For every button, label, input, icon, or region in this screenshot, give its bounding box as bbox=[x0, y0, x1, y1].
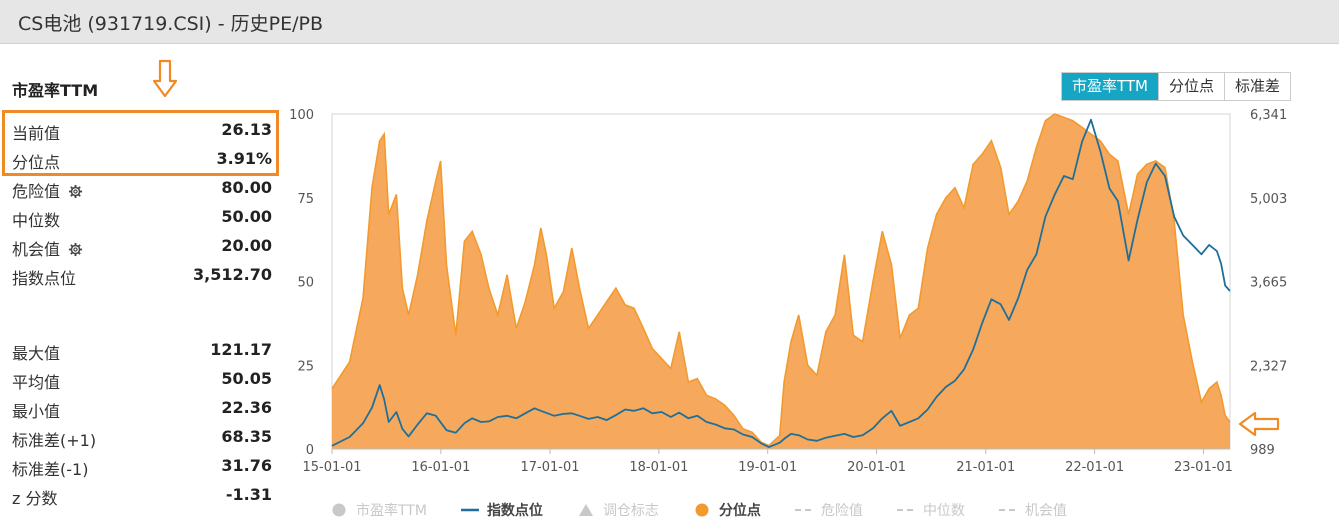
stat-row: 标准差(-1) 31.76 bbox=[12, 452, 272, 481]
legend-item-5[interactable]: 中位数 bbox=[896, 500, 965, 520]
stat-label: 机会值 bbox=[12, 236, 83, 260]
arrow-down-icon bbox=[152, 59, 178, 98]
legend-marker bbox=[332, 503, 346, 517]
stat-label: 指数点位 bbox=[12, 269, 77, 288]
stat-label: 最小值 bbox=[12, 402, 61, 421]
stat-row: 最大值 121.17 bbox=[12, 336, 272, 365]
stat-value: 80.00 bbox=[221, 178, 272, 197]
stat-row: 最小值 22.36 bbox=[12, 394, 272, 423]
stat-label: 中位数 bbox=[12, 211, 61, 230]
stat-value: -1.31 bbox=[225, 485, 272, 504]
stat-label: 分位点 bbox=[12, 153, 61, 172]
stat-value: 3,512.70 bbox=[193, 265, 272, 284]
y-right-tick: 3,665 bbox=[1250, 276, 1287, 291]
stat-row: 指数点位 3,512.70 bbox=[12, 261, 272, 290]
stat-row: 危险值 80.00 bbox=[12, 174, 272, 203]
stat-label: 标准差(+1) bbox=[12, 431, 97, 450]
legend-marker bbox=[695, 503, 709, 517]
legend-item-1[interactable]: 指数点位 bbox=[460, 500, 543, 520]
gear-icon[interactable] bbox=[68, 242, 83, 257]
x-tick: 21-01-01 bbox=[956, 460, 1015, 475]
stat-label: z 分数 bbox=[12, 489, 58, 508]
x-tick: 20-01-01 bbox=[847, 460, 906, 475]
y-right-tick: 2,327 bbox=[1250, 359, 1287, 374]
stat-value: 121.17 bbox=[210, 340, 272, 359]
stat-label: 平均值 bbox=[12, 373, 61, 392]
tab-0[interactable]: 市盈率TTM bbox=[1062, 73, 1159, 100]
legend-label: 中位数 bbox=[922, 503, 965, 519]
legend-marker bbox=[794, 509, 813, 511]
stat-label: 危险值 bbox=[12, 178, 83, 202]
stat-row: 中位数 50.00 bbox=[12, 203, 272, 232]
x-tick: 17-01-01 bbox=[521, 460, 580, 475]
stat-value: 31.76 bbox=[221, 456, 272, 475]
stat-label: 最大值 bbox=[12, 344, 61, 363]
stat-value: 3.91% bbox=[216, 149, 272, 168]
legend-marker bbox=[896, 509, 915, 511]
stat-value: 50.00 bbox=[221, 207, 272, 226]
summary-stats: 最大值 121.17 平均值 50.05 最小值 22.36 标准差(+1) 68.35 标准差… bbox=[12, 336, 272, 510]
stat-row: 平均值 50.05 bbox=[12, 365, 272, 394]
legend-label: 分位点 bbox=[718, 503, 761, 519]
stat-row: 机会值 20.00 bbox=[12, 232, 272, 261]
legend-label: 机会值 bbox=[1024, 503, 1067, 519]
legend-label: 指数点位 bbox=[486, 503, 543, 519]
chart-legend: 市盈率TTM 指数点位 调仓标志 分位点 危险值 中位数 机会值 bbox=[330, 500, 1101, 520]
current-stats: 当前值 26.13 分位点 3.91% 危险值 80.00 中位数 50.00 机会值 20.00… bbox=[12, 116, 272, 290]
legend-item-0[interactable]: 市盈率TTM bbox=[330, 500, 427, 520]
y-left-tick: 100 bbox=[289, 108, 314, 123]
stat-value: 50.05 bbox=[221, 369, 272, 388]
percentile-area bbox=[332, 114, 1230, 449]
legend-item-3[interactable]: 分位点 bbox=[693, 500, 761, 520]
legend-item-2[interactable]: 调仓标志 bbox=[577, 500, 659, 520]
x-tick: 18-01-01 bbox=[629, 460, 688, 475]
stat-row: 当前值 26.13 bbox=[12, 116, 272, 145]
index-line bbox=[331, 118, 1231, 448]
window-title: CS电池 (931719.CSI) - 历史PE/PB bbox=[18, 13, 323, 35]
gear-icon[interactable] bbox=[68, 184, 83, 199]
legend-label: 市盈率TTM bbox=[356, 503, 427, 519]
stat-row: 分位点 3.91% bbox=[12, 145, 272, 174]
stat-label: 标准差(-1) bbox=[12, 460, 89, 479]
stat-value: 22.36 bbox=[221, 398, 272, 417]
stat-value: 68.35 bbox=[221, 427, 272, 446]
tab-2[interactable]: 标准差 bbox=[1224, 73, 1291, 100]
y-left-tick: 50 bbox=[297, 276, 314, 291]
tab-1[interactable]: 分位点 bbox=[1158, 73, 1225, 100]
x-tick: 15-01-01 bbox=[302, 460, 361, 475]
y-right-tick: 6,341 bbox=[1250, 108, 1287, 123]
panel-title: 市盈率TTM bbox=[12, 81, 99, 100]
y-left-tick: 25 bbox=[297, 359, 314, 374]
arrow-left-icon bbox=[1238, 411, 1280, 437]
stat-label: 当前值 bbox=[12, 124, 61, 143]
stat-value: 20.00 bbox=[221, 236, 272, 255]
highlight-box bbox=[2, 110, 279, 176]
legend-marker bbox=[460, 508, 479, 512]
legend-marker bbox=[998, 509, 1017, 511]
y-left-tick: 75 bbox=[297, 192, 314, 207]
stat-row: z 分数 -1.31 bbox=[12, 481, 272, 510]
legend-marker bbox=[578, 504, 593, 516]
x-tick: 23-01-01 bbox=[1174, 460, 1233, 475]
legend-item-4[interactable]: 危险值 bbox=[794, 500, 863, 520]
legend-label: 调仓标志 bbox=[602, 503, 659, 519]
stat-row: 标准差(+1) 68.35 bbox=[12, 423, 272, 452]
x-tick: 16-01-01 bbox=[411, 460, 470, 475]
x-tick: 22-01-01 bbox=[1065, 460, 1124, 475]
metric-tabs: 市盈率TTM 分位点 标准差 bbox=[1061, 72, 1292, 101]
legend-label: 危险值 bbox=[820, 503, 863, 519]
x-tick: 19-01-01 bbox=[738, 460, 797, 475]
y-left-tick: 0 bbox=[306, 443, 314, 458]
stat-value: 26.13 bbox=[221, 120, 272, 139]
y-right-tick: 5,003 bbox=[1250, 192, 1287, 207]
window-titlebar: CS电池 (931719.CSI) - 历史PE/PB bbox=[0, 0, 1339, 44]
legend-item-6[interactable]: 机会值 bbox=[998, 500, 1067, 520]
percentile-line bbox=[331, 113, 1231, 447]
y-right-tick: 989 bbox=[1250, 443, 1275, 458]
